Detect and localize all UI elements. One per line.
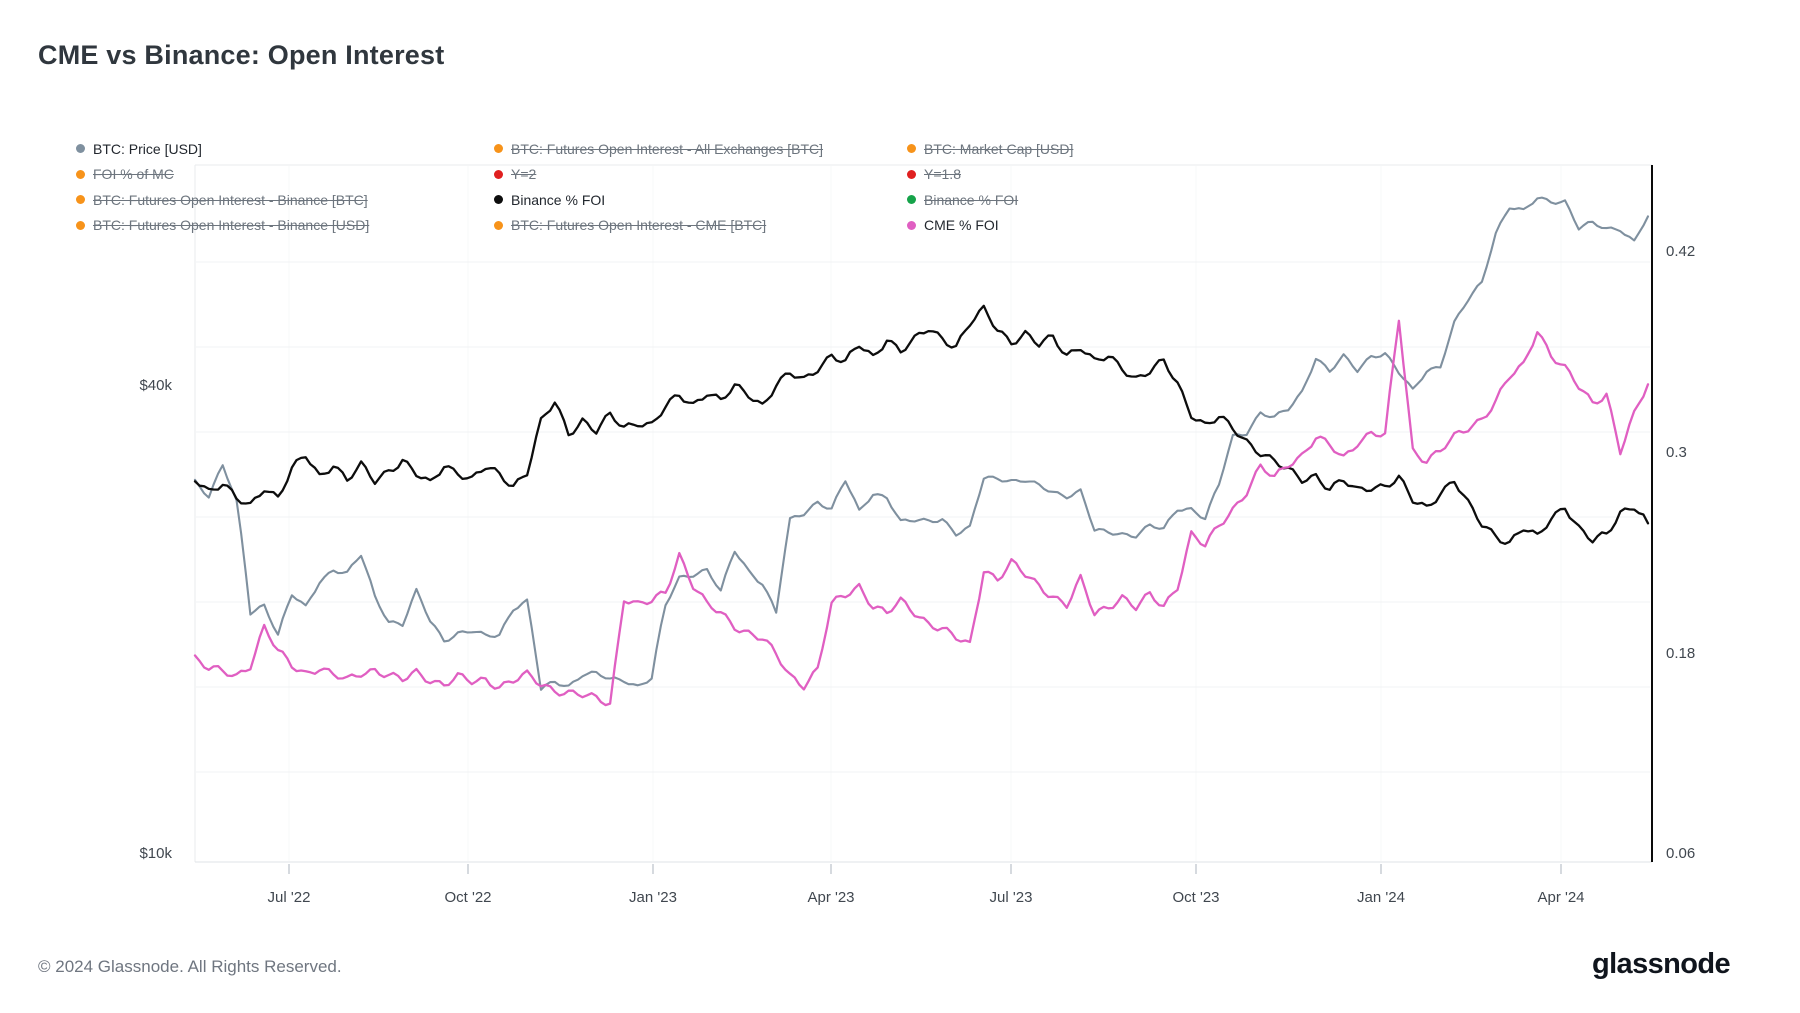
legend-swatch-icon	[907, 195, 916, 205]
legend-item-label: Y=2	[511, 166, 537, 183]
right-axis-label-03: 0.3	[1666, 444, 1687, 461]
legend-item-label: Binance % FOI	[924, 191, 1019, 208]
legend-item-label: CME % FOI	[924, 217, 999, 234]
legend-swatch-icon	[907, 144, 916, 154]
x-axis-label-jan24: Jan '24	[1357, 889, 1405, 906]
x-axis-label-apr24: Apr '24	[1537, 889, 1585, 906]
legend-item-label: BTC: Price [USD]	[93, 140, 202, 157]
legend-swatch-icon	[494, 169, 503, 179]
legend-item-foi-binance-btc[interactable]: BTC: Futures Open Interest - Binance [BT…	[76, 187, 494, 213]
legend-item-label: FOI % of MC	[93, 166, 174, 183]
legend-item-foi-all-exchanges[interactable]: BTC: Futures Open Interest - All Exchang…	[494, 136, 907, 162]
copyright-text: © 2024 Glassnode. All Rights Reserved.	[38, 957, 342, 976]
legend-item-btc-price[interactable]: BTC: Price [USD]	[76, 136, 494, 162]
legend-swatch-icon	[76, 144, 85, 154]
legend-item-label: Y=1.8	[924, 166, 961, 183]
x-axis-label-jan23: Jan '23	[629, 889, 677, 906]
x-axis-label-jul22: Jul '22	[267, 889, 311, 906]
x-axis-label-jul23: Jul '23	[989, 889, 1033, 906]
legend-item-label: BTC: Futures Open Interest - All Exchang…	[511, 140, 824, 157]
legend-item-y1-8[interactable]: Y=1.8	[907, 162, 1327, 188]
legend-item-foi-cme-btc[interactable]: BTC: Futures Open Interest - CME [BTC]	[494, 213, 907, 239]
legend: BTC: Price [USD] BTC: Futures Open Inter…	[76, 136, 1327, 238]
legend-item-binance-pct-foi-green[interactable]: Binance % FOI	[907, 187, 1327, 213]
legend-item-binance-pct-foi[interactable]: Binance % FOI	[494, 187, 907, 213]
legend-item-label: BTC: Futures Open Interest - Binance [US…	[93, 217, 370, 234]
x-axis-label-apr23: Apr '23	[807, 889, 855, 906]
legend-item-label: Binance % FOI	[511, 191, 606, 208]
x-axis-label-oct23: Oct '23	[1172, 889, 1220, 906]
legend-item-foi-binance-usd[interactable]: BTC: Futures Open Interest - Binance [US…	[76, 213, 494, 239]
x-axis-label-oct22: Oct '22	[444, 889, 492, 906]
right-axis-label-018: 0.18	[1666, 645, 1696, 662]
left-axis-label-10k: $10k	[139, 845, 172, 862]
legend-item-label: BTC: Futures Open Interest - Binance [BT…	[93, 191, 368, 208]
legend-item-label: BTC: Futures Open Interest - CME [BTC]	[511, 217, 767, 234]
legend-swatch-icon	[494, 220, 503, 230]
legend-item-cme-pct-foi[interactable]: CME % FOI	[907, 213, 1327, 239]
legend-swatch-icon	[907, 220, 916, 230]
page-title: CME vs Binance: Open Interest	[38, 40, 445, 70]
left-axis-label-40k: $40k	[139, 377, 172, 394]
legend-swatch-icon	[76, 220, 85, 230]
legend-item-y2[interactable]: Y=2	[494, 162, 907, 188]
legend-item-foi-pct-of-mc[interactable]: FOI % of MC	[76, 162, 494, 188]
right-axis-label-042: 0.42	[1666, 243, 1696, 260]
legend-swatch-icon	[907, 169, 916, 179]
legend-swatch-icon	[76, 195, 85, 205]
legend-swatch-icon	[494, 144, 503, 154]
legend-swatch-icon	[76, 169, 85, 179]
glassnode-logo: glassnode	[1591, 948, 1731, 980]
legend-item-market-cap[interactable]: BTC: Market Cap [USD]	[907, 136, 1327, 162]
legend-swatch-icon	[494, 195, 503, 205]
right-axis-label-006: 0.06	[1666, 845, 1696, 862]
legend-item-label: BTC: Market Cap [USD]	[924, 140, 1074, 157]
